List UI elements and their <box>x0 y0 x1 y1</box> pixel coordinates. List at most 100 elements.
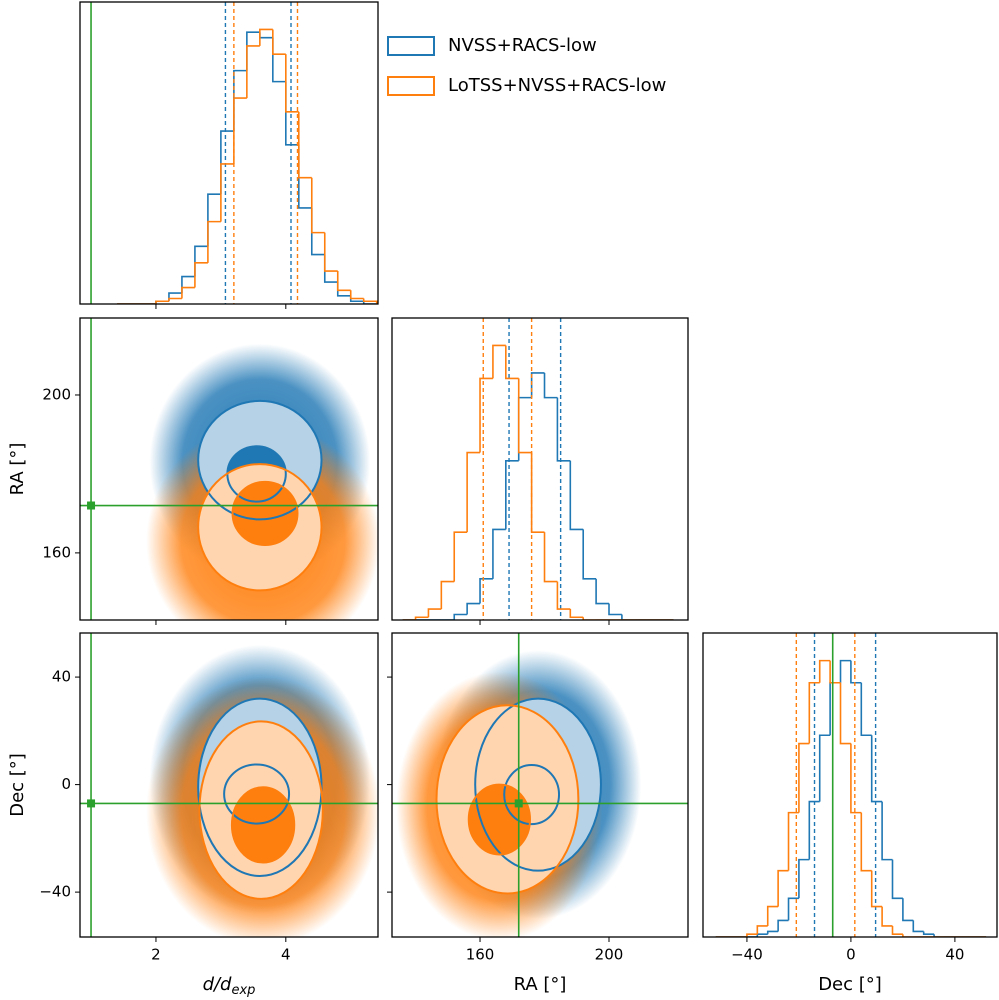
histogram-step <box>756 925 768 935</box>
contour-line <box>503 763 561 826</box>
histogram-step <box>479 377 493 453</box>
histogram-step <box>891 925 903 936</box>
histogram-step <box>902 898 914 922</box>
histogram-step <box>543 372 558 399</box>
histogram-step <box>181 275 195 294</box>
y-tick-label: 200 <box>42 385 71 403</box>
histogram-step <box>818 659 831 683</box>
histogram-step <box>850 660 862 684</box>
histogram-step <box>336 271 351 292</box>
histogram-step <box>233 69 247 132</box>
histogram-step <box>492 344 506 379</box>
panel <box>80 633 378 937</box>
histogram-step <box>194 262 208 288</box>
histogram-step <box>414 616 429 620</box>
x-axis-label: d/dexp <box>203 974 256 998</box>
y-tick-label: 0 <box>61 775 71 793</box>
histogram-step <box>505 345 519 380</box>
axes-frame <box>702 632 998 938</box>
histogram-step <box>272 37 286 83</box>
histogram-step <box>829 660 841 684</box>
panel <box>392 633 688 937</box>
histogram-step <box>246 45 260 99</box>
contour-line <box>198 720 324 900</box>
x-axis-label: RA [°] <box>514 974 567 995</box>
histogram-step <box>839 659 851 683</box>
x-tick-label: 4 <box>281 946 291 964</box>
histogram-step <box>582 529 597 580</box>
histogram-step <box>220 163 234 222</box>
histogram-step <box>777 869 789 907</box>
histogram-step <box>556 581 571 610</box>
histogram-step <box>818 734 831 802</box>
histogram-step <box>798 742 810 813</box>
histogram-step <box>902 934 914 937</box>
histogram-step <box>787 897 799 921</box>
contour-inner-fill <box>468 784 531 855</box>
histogram-step <box>595 578 610 605</box>
panel <box>80 318 378 620</box>
histogram-step <box>891 859 903 900</box>
x-tick-label: −40 <box>731 946 763 964</box>
histogram-step <box>870 735 883 803</box>
histogram-step <box>839 682 851 745</box>
histogram-step <box>746 933 758 937</box>
contour-inner-fill <box>231 787 295 863</box>
contour-line <box>223 763 291 825</box>
histogram-step <box>870 870 883 908</box>
histogram-step <box>323 232 338 272</box>
histogram-step <box>505 459 519 530</box>
y-tick-label: 160 <box>42 543 71 561</box>
histogram-step <box>297 111 312 179</box>
axes-frame <box>391 317 689 621</box>
contour-line <box>474 697 602 872</box>
histogram-step <box>517 396 532 461</box>
histogram-step <box>479 578 493 604</box>
histogram-step <box>453 531 468 582</box>
histogram-step <box>808 800 820 860</box>
histogram-step <box>556 397 571 462</box>
histogram-step <box>285 54 299 113</box>
histogram-step <box>310 177 325 234</box>
x-tick-label: 2 <box>151 946 161 964</box>
histogram-step <box>829 681 841 736</box>
x-tick-label: 40 <box>945 946 964 964</box>
truth-marker <box>514 799 523 808</box>
histogram-step <box>850 743 862 814</box>
x-tick-label: 160 <box>466 946 495 964</box>
histogram-step <box>933 934 945 937</box>
contour-line <box>467 783 532 856</box>
histogram-step <box>530 372 545 398</box>
histogram-step <box>860 682 872 737</box>
histogram-step <box>517 378 532 454</box>
panel <box>715 633 987 937</box>
legend-label: LoTSS+NVSS+RACS-low <box>448 75 666 96</box>
y-tick-label: 40 <box>52 668 71 686</box>
histogram-step <box>168 292 182 302</box>
histogram-step <box>362 301 377 304</box>
histogram-step <box>181 286 195 299</box>
histogram-step <box>608 603 622 616</box>
contour-line <box>197 399 323 521</box>
x-axis-label-main: d/d <box>203 974 232 995</box>
axes-frame <box>79 1 379 305</box>
histogram-step <box>259 28 273 46</box>
histogram-step <box>621 614 635 620</box>
histogram-step <box>466 451 481 533</box>
x-axis-label-main: RA [°] <box>514 974 567 995</box>
histogram-step <box>766 930 779 935</box>
contour-line <box>197 463 323 592</box>
histogram-step <box>233 97 247 164</box>
panel <box>90 2 378 304</box>
histogram-step <box>297 144 312 209</box>
histogram-step <box>787 811 799 871</box>
histogram-step <box>440 580 455 610</box>
histogram-step <box>362 298 378 304</box>
histogram-step <box>777 919 789 932</box>
histogram-step <box>808 681 820 744</box>
histogram-step <box>259 32 273 39</box>
x-axis-label-main: Dec [°] <box>818 974 882 995</box>
histogram-step <box>881 906 893 927</box>
histogram-step <box>453 613 468 620</box>
